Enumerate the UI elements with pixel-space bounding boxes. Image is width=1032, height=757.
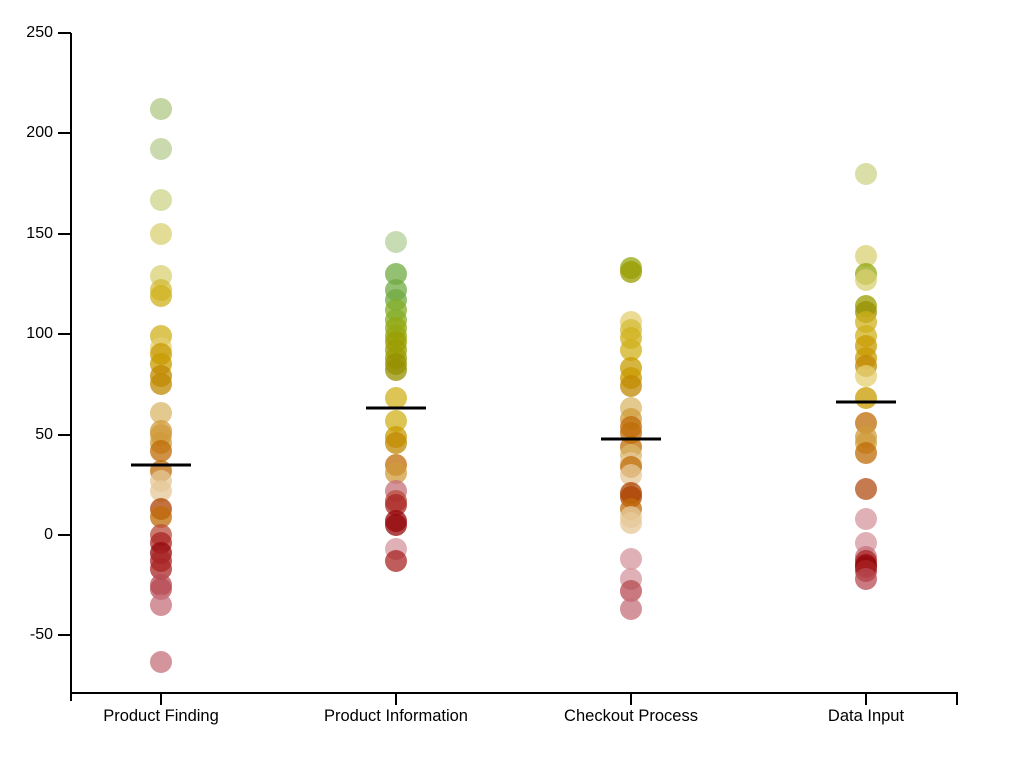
x-tick-mark [630, 692, 632, 705]
data-point [150, 285, 172, 308]
x-axis-end-tick-mark [956, 692, 958, 705]
data-point [150, 650, 172, 673]
mean-line [601, 437, 661, 441]
data-point [150, 138, 172, 161]
data-point [620, 339, 642, 362]
data-point [620, 548, 642, 571]
y-tick-mark [58, 534, 71, 536]
data-point [385, 359, 407, 382]
data-point [855, 387, 877, 410]
data-point [150, 479, 172, 502]
data-point [620, 260, 642, 283]
y-axis [70, 33, 72, 701]
y-tick-mark [58, 32, 71, 34]
y-tick-mark [58, 333, 71, 336]
data-point [855, 507, 877, 530]
y-tick-label: -50 [29, 626, 53, 644]
data-point [385, 230, 407, 253]
data-point [620, 463, 642, 486]
category-label-checkout-process: Checkout Process [564, 707, 698, 725]
y-tick-mark [58, 232, 71, 235]
data-point [855, 365, 877, 388]
data-point [150, 373, 172, 396]
data-point [385, 461, 407, 484]
data-point [150, 188, 172, 211]
data-point [855, 477, 877, 500]
data-point [385, 513, 407, 536]
data-point [150, 222, 172, 245]
y-tick-label: 50 [35, 425, 53, 443]
data-point [150, 401, 172, 424]
y-tick-mark [58, 132, 71, 135]
category-label-product-information: Product Information [324, 707, 468, 725]
data-point [385, 550, 407, 573]
y-tick-label: 150 [26, 224, 53, 242]
data-point [620, 580, 642, 603]
data-point [385, 387, 407, 410]
x-tick-mark [160, 692, 162, 705]
x-tick-mark [865, 692, 867, 705]
y-tick-label: 250 [26, 24, 53, 41]
category-label-data-input: Data Input [827, 707, 905, 725]
y-tick-mark [58, 433, 71, 436]
mean-line [836, 400, 896, 404]
y-tick-mark [58, 634, 71, 637]
y-tick-label: 200 [26, 124, 53, 142]
data-point [855, 441, 877, 464]
data-point [150, 594, 172, 617]
x-axis [70, 692, 958, 694]
data-point [620, 511, 642, 534]
data-point [150, 505, 172, 528]
data-point [385, 431, 407, 454]
x-tick-mark [395, 692, 397, 705]
category-label-product-finding: Product Finding [103, 707, 219, 725]
data-point [855, 268, 877, 291]
data-point [620, 375, 642, 398]
y-tick-label: 100 [26, 325, 53, 343]
mean-line [366, 406, 426, 410]
data-point [855, 244, 877, 267]
y-tick-label: 0 [44, 526, 53, 543]
data-point [150, 98, 172, 121]
data-point [150, 439, 172, 462]
data-point [620, 598, 642, 621]
mean-line [131, 463, 191, 467]
data-point [855, 568, 877, 591]
data-point [855, 162, 877, 185]
